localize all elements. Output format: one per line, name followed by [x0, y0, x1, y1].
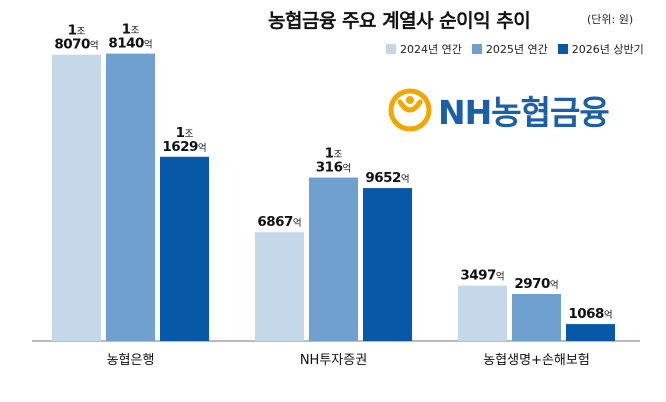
legend-item-2024: 2024년 연간	[386, 41, 462, 57]
bar-label-1-0: 6867억	[257, 214, 301, 230]
bar-label-1-1-line1: 316억	[316, 160, 351, 176]
bar-label-0-1-line1: 8140억	[108, 36, 152, 52]
bar-0-2	[160, 156, 209, 341]
bar-1-0	[255, 232, 304, 341]
bar-label-0-0-line0: 1조	[68, 23, 86, 39]
legend-swatch-2024	[386, 44, 396, 54]
category-label-0: 농협은행	[107, 352, 155, 368]
bar-label-0-2-line0: 1조	[176, 125, 194, 141]
legend-swatch-2025	[471, 44, 482, 54]
legend-swatch-2026	[557, 44, 568, 54]
bar-label-2-1: 2970억	[514, 276, 558, 292]
legend-label-2026: 2026년 상반기	[571, 43, 644, 56]
bar-label-2-2: 1068억	[568, 306, 612, 322]
legend: 2024년 연간 2025년 연간 2026년 상반기	[386, 41, 644, 57]
bar-label-0-0-line1: 8070억	[54, 37, 98, 53]
bar-2-1	[512, 293, 561, 341]
bar-2-2	[566, 324, 615, 341]
bar-0-0	[52, 54, 101, 342]
bar-2-0	[458, 285, 507, 341]
bar-1-2	[363, 188, 412, 341]
legend-label-2024: 2024년 연간	[400, 43, 462, 56]
legend-item-2025: 2025년 연간	[471, 41, 548, 57]
logo-text: NH농협금융	[438, 93, 610, 132]
bar-1-1	[309, 177, 358, 341]
nh-emblem-icon	[388, 88, 432, 132]
logo: NH농협금융	[388, 86, 610, 134]
bar-0-1	[106, 53, 155, 342]
bar-label-1-1-line0: 1조	[325, 146, 343, 162]
legend-label-2025: 2025년 연간	[485, 43, 548, 56]
bar-label-0-2-line1: 1629억	[162, 139, 206, 155]
legend-item-2026: 2026년 상반기	[557, 41, 644, 57]
category-label-1: NH투자증권	[300, 353, 367, 368]
bar-label-2-0: 3497억	[460, 268, 504, 284]
unit-note: (단위: 원)	[587, 13, 634, 26]
category-label-2: 농협생명+손해보험	[483, 353, 590, 368]
chart-title: 농협금융 주요 계열사 순이익 추이	[268, 10, 531, 32]
bar-label-0-1-line0: 1조	[122, 22, 140, 38]
bar-label-1-2: 9652억	[365, 170, 409, 186]
